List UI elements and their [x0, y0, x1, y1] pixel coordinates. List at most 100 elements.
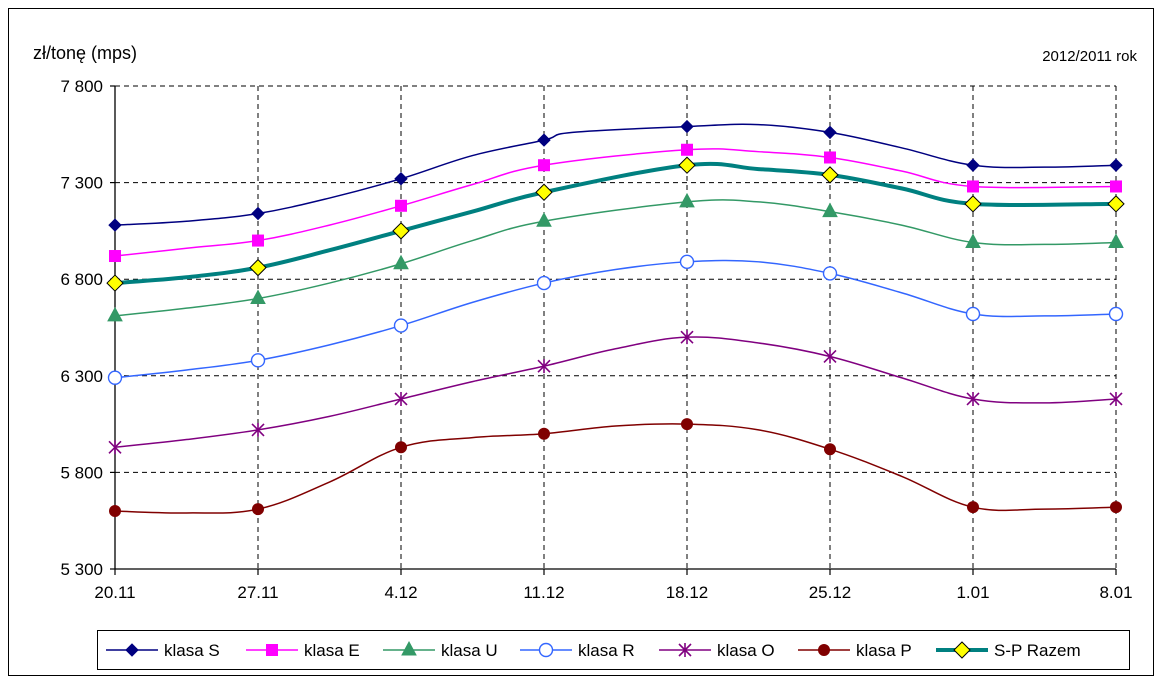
data-point [252, 503, 264, 516]
data-point [1108, 233, 1124, 248]
data-point [108, 440, 122, 455]
data-point [393, 318, 409, 333]
series-klasa-r [107, 254, 1124, 385]
data-point [1108, 306, 1124, 322]
data-point [824, 443, 836, 456]
data-point [395, 199, 407, 212]
data-point [536, 212, 552, 227]
data-point [107, 306, 123, 322]
legend-item: klasa R [520, 641, 635, 660]
y-tick-label: 7 300 [60, 174, 103, 193]
x-tick-label: 11.12 [523, 583, 564, 602]
x-tick-label: 4.12 [384, 583, 417, 602]
data-point [966, 158, 980, 172]
data-point [395, 441, 407, 454]
series-klasa-p [109, 418, 1122, 518]
x-tick-label: 20.11 [94, 583, 135, 602]
y-tick-label: 7 800 [60, 77, 103, 96]
y-axis-label: zł/tonę (mps) [33, 43, 137, 63]
legend-marker [678, 643, 692, 657]
y-tick-label: 5 800 [60, 463, 103, 482]
data-point [680, 330, 694, 345]
data-point [250, 353, 266, 368]
data-point [967, 180, 979, 193]
legend-item: klasa E [246, 641, 360, 660]
data-point [394, 172, 408, 186]
data-point [1107, 195, 1125, 213]
legend-label: klasa S [164, 641, 220, 660]
series-line [114, 199, 1117, 317]
series-s-p-razem [106, 156, 1125, 292]
series-line [114, 336, 1117, 449]
data-point [681, 143, 693, 156]
y-tick-label: 6 800 [60, 270, 103, 289]
data-point [966, 391, 980, 406]
data-point [250, 289, 266, 305]
data-point [822, 266, 838, 281]
x-tick-label: 25.12 [809, 583, 852, 602]
data-point [821, 166, 839, 184]
data-point [537, 133, 551, 147]
legend-marker [125, 643, 139, 657]
series-klasa-s [108, 119, 1123, 232]
legend-item: klasa U [383, 640, 498, 660]
data-point [822, 202, 838, 218]
legend-label: klasa O [717, 641, 775, 660]
data-point [251, 206, 265, 221]
grid-lines [115, 85, 1117, 569]
data-point [536, 275, 552, 291]
legend-marker [538, 642, 554, 658]
legend-item: klasa S [106, 641, 220, 660]
data-point [1109, 158, 1123, 172]
legend-marker [953, 641, 971, 659]
x-tick-label: 1.01 [956, 583, 989, 602]
series-line [114, 123, 1117, 226]
series-klasa-e [109, 143, 1122, 263]
legend-label: klasa E [304, 641, 360, 660]
tick-labels: 5 300 5 800 6 300 6 800 7 300 7 800 20.11 27.11… [60, 77, 1132, 602]
data-point [537, 359, 551, 374]
series-line [114, 423, 1117, 514]
x-tick-label: 8.01 [1099, 583, 1132, 602]
data-point [535, 183, 553, 201]
data-point [678, 156, 696, 174]
data-point [1110, 180, 1122, 193]
data-point [107, 370, 123, 385]
y-tick-label: 6 300 [60, 367, 103, 386]
series-klasa-o [108, 330, 1123, 455]
data-point [680, 119, 694, 134]
data-point [681, 418, 693, 431]
legend-marker [266, 644, 278, 656]
x-tick-label: 18.12 [666, 583, 709, 602]
legend-item: klasa P [798, 641, 912, 660]
data-point [251, 422, 265, 437]
legend: klasa S klasa E klasa U klasa R klasa O klasa… [97, 630, 1130, 670]
data-point [823, 349, 837, 364]
data-point [679, 192, 695, 208]
data-point [109, 250, 121, 263]
data-point [964, 195, 982, 213]
data-point [109, 505, 121, 518]
data-point [965, 233, 981, 248]
x-tick-label: 27.11 [237, 583, 278, 602]
data-point [823, 125, 837, 140]
data-point [967, 501, 979, 514]
data-point [392, 222, 410, 240]
data-point [965, 306, 981, 322]
axes [110, 85, 1117, 575]
chart-frame: 5 300 5 800 6 300 6 800 7 300 7 800 20.11 27.11… [8, 8, 1154, 676]
data-point [249, 258, 267, 277]
legend-label: klasa U [441, 641, 498, 660]
legend-marker [401, 640, 417, 656]
data-point [394, 391, 408, 406]
data-point [108, 218, 122, 232]
series-layer [106, 119, 1125, 518]
data-point [252, 234, 264, 247]
data-point [1110, 501, 1122, 514]
legend-label: klasa P [856, 641, 912, 660]
data-point [106, 274, 124, 292]
legend-item: klasa O [659, 641, 775, 660]
data-point [824, 151, 836, 164]
series-line [114, 259, 1117, 379]
legend-label: klasa R [578, 641, 635, 660]
